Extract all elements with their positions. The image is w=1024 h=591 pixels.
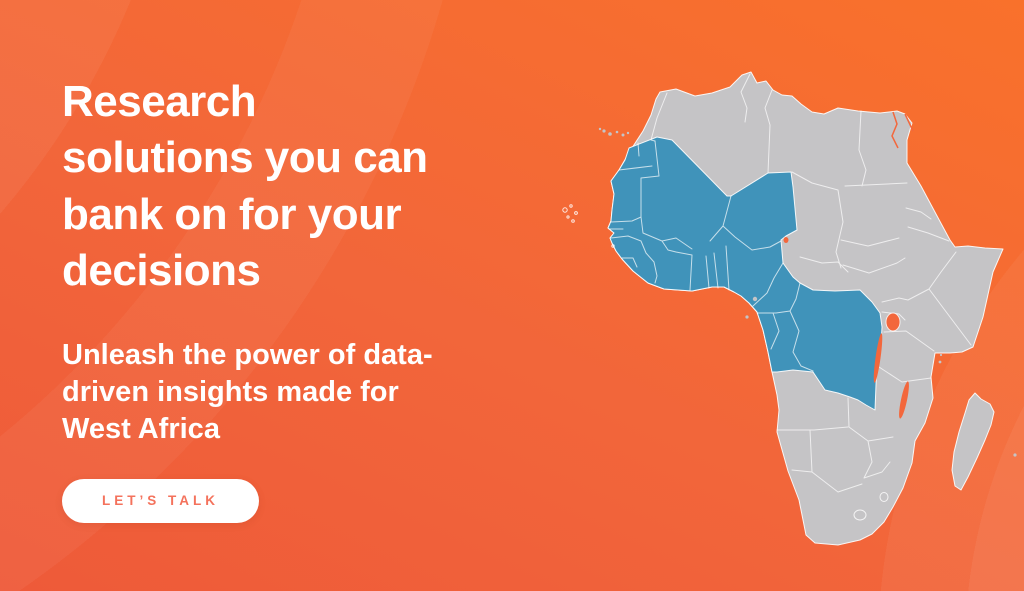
africa-map [562,71,1017,546]
canary-island [608,132,612,136]
cape-verde-islands [562,204,615,248]
canary-island [621,133,625,137]
lake-victoria [885,312,901,332]
enclave-borders [853,492,889,521]
africa-map-container [550,60,1024,591]
canary-island [615,130,619,134]
lakes [783,111,914,419]
suez-line [904,113,914,132]
lesotho-border [853,509,867,521]
islands [598,127,1017,491]
lets-talk-button[interactable]: LET’S TALK [62,478,259,523]
page-title: Research solutions you can bank on for y… [62,77,428,295]
lake-malawi [899,381,909,419]
sao-tome-island [745,315,749,319]
canary-island [598,127,602,131]
highlighted-region-west-central-africa [607,136,883,411]
mauritius-island [1013,453,1017,457]
country-borders-south [776,397,894,493]
madagascar [951,392,995,491]
canary-island [626,131,630,135]
bioko-island [752,296,758,302]
country-borders-north-east [618,73,972,383]
nile-river [891,111,899,149]
canary-island [602,129,606,133]
eswatini-border [879,492,889,502]
country-borders-west-africa [608,140,814,372]
hero-subheading: Unleash the power of data-driven insight… [62,339,433,446]
hero-content: Research solutions you can bank on for y… [62,74,458,523]
zanzibar-island [938,360,942,364]
lake-tanganyika [873,333,883,383]
lake-chad [783,237,789,243]
pemba-island [939,353,943,357]
